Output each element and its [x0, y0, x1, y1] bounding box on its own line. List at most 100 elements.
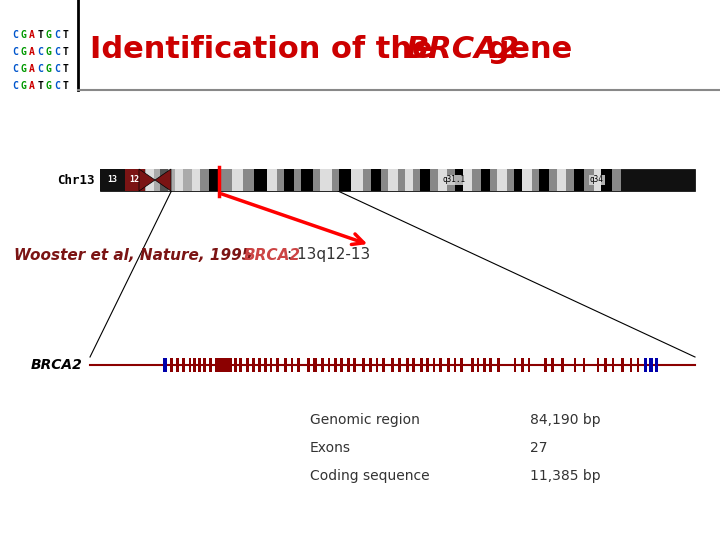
Bar	[243, 169, 253, 191]
Bar	[420, 358, 423, 372]
Bar	[339, 169, 351, 191]
Text: 84,190 bp: 84,190 bp	[530, 413, 600, 427]
Bar	[447, 169, 454, 191]
Bar	[513, 358, 516, 372]
Text: G: G	[46, 30, 52, 40]
Bar	[276, 358, 279, 372]
Bar	[266, 169, 277, 191]
Text: T: T	[63, 81, 69, 91]
Bar	[320, 358, 323, 372]
Bar	[490, 358, 492, 372]
Bar	[567, 169, 574, 191]
Bar	[313, 358, 317, 372]
Bar	[405, 169, 413, 191]
Bar	[354, 358, 356, 372]
Bar	[594, 169, 601, 191]
Bar	[153, 169, 160, 191]
Bar	[313, 169, 320, 191]
Text: C: C	[12, 47, 18, 57]
Bar	[413, 358, 415, 372]
Bar	[168, 169, 175, 191]
Bar	[203, 358, 206, 372]
Bar	[200, 169, 210, 191]
Bar	[621, 358, 624, 372]
Text: C: C	[12, 64, 18, 74]
Bar	[420, 169, 430, 191]
Text: G: G	[20, 30, 27, 40]
Bar	[175, 169, 184, 191]
Bar	[397, 169, 405, 191]
Bar	[100, 169, 695, 191]
Text: T: T	[63, 47, 69, 57]
Bar	[430, 169, 438, 191]
Text: C: C	[55, 81, 60, 91]
Text: gene: gene	[477, 36, 572, 64]
Text: T: T	[63, 30, 69, 40]
Bar	[125, 169, 145, 191]
Bar	[372, 169, 381, 191]
Bar	[544, 358, 546, 372]
Bar	[463, 169, 472, 191]
Bar	[328, 358, 330, 372]
Bar	[221, 169, 232, 191]
Text: A: A	[29, 64, 35, 74]
Bar	[301, 169, 313, 191]
Bar	[253, 169, 266, 191]
Bar	[532, 169, 539, 191]
Bar	[426, 358, 429, 372]
Bar	[413, 169, 420, 191]
Bar	[369, 358, 372, 372]
Bar	[294, 169, 301, 191]
Text: T: T	[63, 64, 69, 74]
Bar	[210, 169, 221, 191]
Bar	[320, 169, 332, 191]
Bar	[246, 358, 248, 372]
Bar	[649, 358, 652, 372]
Bar	[612, 169, 621, 191]
Bar	[477, 358, 479, 372]
Bar	[381, 169, 388, 191]
Bar	[604, 358, 607, 372]
Bar	[439, 358, 442, 372]
Bar	[438, 169, 447, 191]
Text: Coding sequence: Coding sequence	[310, 469, 430, 483]
Text: A: A	[29, 30, 35, 40]
Bar	[574, 169, 585, 191]
Bar	[551, 358, 554, 372]
Bar	[376, 358, 378, 372]
Bar	[601, 169, 612, 191]
Bar	[574, 358, 577, 372]
Bar	[232, 169, 243, 191]
Bar	[460, 358, 463, 372]
Text: G: G	[20, 47, 27, 57]
Bar	[447, 358, 450, 372]
Bar	[340, 358, 343, 372]
Bar	[100, 169, 125, 191]
Bar	[585, 169, 594, 191]
Bar	[481, 169, 490, 191]
Bar	[514, 169, 523, 191]
Text: BRCA2: BRCA2	[244, 247, 301, 262]
Bar	[655, 358, 658, 372]
Bar	[334, 358, 337, 372]
Text: G: G	[46, 47, 52, 57]
Bar	[388, 169, 397, 191]
Bar	[215, 358, 232, 372]
Text: C: C	[12, 30, 18, 40]
Text: T: T	[37, 30, 43, 40]
Bar	[277, 169, 284, 191]
Bar	[171, 358, 174, 372]
Bar	[284, 358, 287, 372]
Text: Wooster et al, Nature, 1995: Wooster et al, Nature, 1995	[14, 247, 258, 262]
Text: Identification of the: Identification of the	[90, 36, 444, 64]
Bar	[539, 169, 549, 191]
Bar	[182, 358, 185, 372]
Bar	[483, 358, 486, 372]
Polygon shape	[155, 169, 171, 191]
Bar	[284, 169, 294, 191]
Bar	[362, 358, 365, 372]
Text: 27: 27	[530, 441, 547, 455]
Bar	[561, 358, 564, 372]
Bar	[382, 358, 384, 372]
Bar	[351, 169, 363, 191]
